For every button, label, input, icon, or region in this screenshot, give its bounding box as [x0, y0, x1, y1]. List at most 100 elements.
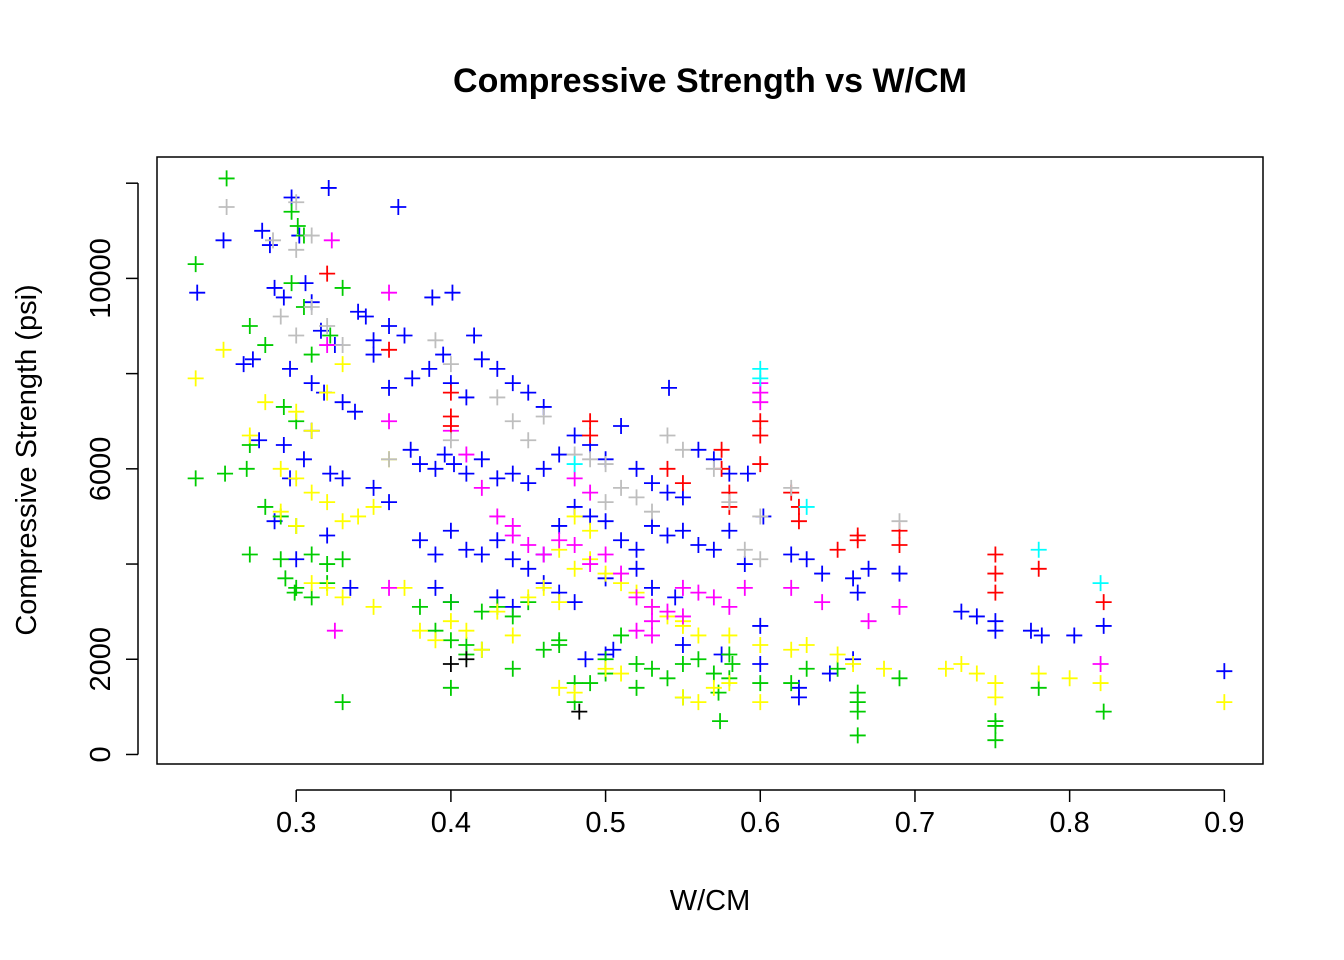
data-point: [628, 679, 645, 696]
data-point: [283, 203, 300, 220]
data-point: [582, 451, 599, 468]
data-point: [849, 703, 866, 720]
data-point: [288, 470, 305, 487]
data-point: [303, 422, 320, 439]
series-6: [566, 360, 1109, 592]
data-point: [381, 341, 398, 358]
data-point: [489, 360, 506, 377]
data-point: [365, 346, 382, 363]
data-point: [283, 275, 300, 292]
data-point: [798, 636, 815, 653]
data-point: [566, 470, 583, 487]
data-point: [752, 636, 769, 653]
data-point: [551, 532, 568, 549]
data-point: [849, 727, 866, 744]
data-point: [566, 684, 583, 701]
data-point: [798, 551, 815, 568]
data-point: [667, 589, 684, 606]
data-point: [504, 465, 521, 482]
data-point: [953, 656, 970, 673]
data-point: [739, 465, 756, 482]
data-point: [551, 679, 568, 696]
data-point: [721, 646, 738, 663]
data-point: [790, 513, 807, 530]
data-point: [445, 456, 462, 473]
x-tick-label: 0.7: [895, 807, 935, 839]
x-axis-label: W/CM: [670, 885, 751, 917]
x-tick-label: 0.3: [276, 807, 316, 839]
data-point: [613, 565, 630, 582]
data-point: [288, 194, 305, 211]
data-point: [396, 327, 413, 344]
data-point: [783, 479, 800, 496]
data-point: [1030, 541, 1047, 558]
data-point: [504, 375, 521, 392]
data-point: [381, 379, 398, 396]
data-point: [829, 646, 846, 663]
data-point: [322, 327, 339, 344]
x-tick-label: 0.8: [1049, 807, 1089, 839]
data-point: [674, 656, 691, 673]
data-point: [286, 584, 303, 601]
data-point: [829, 660, 846, 677]
data-point: [319, 337, 336, 354]
data-point: [643, 660, 660, 677]
data-point: [334, 470, 351, 487]
data-point: [891, 565, 908, 582]
data-point: [752, 694, 769, 711]
series-5: [218, 194, 908, 568]
data-point: [473, 641, 490, 658]
data-point: [659, 484, 676, 501]
data-point: [628, 489, 645, 506]
data-point: [272, 503, 289, 520]
x-tick-label: 0.9: [1204, 807, 1244, 839]
data-point: [987, 584, 1004, 601]
data-point: [845, 570, 862, 587]
data-point: [322, 465, 339, 482]
data-point: [381, 318, 398, 335]
y-tick-label: 2000: [85, 627, 117, 692]
data-point: [319, 579, 336, 596]
data-point: [582, 556, 599, 573]
data-point: [442, 356, 459, 373]
data-point: [597, 546, 614, 563]
data-point: [504, 551, 521, 568]
data-points: [187, 170, 1233, 749]
data-point: [365, 598, 382, 615]
data-point: [535, 460, 552, 477]
data-point: [381, 494, 398, 511]
data-point: [661, 379, 678, 396]
data-point: [218, 170, 235, 187]
data-point: [721, 598, 738, 615]
data-point: [987, 689, 1004, 706]
data-point: [987, 622, 1004, 639]
data-point: [613, 417, 630, 434]
data-point: [643, 475, 660, 492]
data-point: [489, 532, 506, 549]
data-point: [435, 346, 452, 363]
data-point: [628, 656, 645, 673]
data-point: [628, 460, 645, 477]
data-point: [597, 456, 614, 473]
data-point: [520, 384, 537, 401]
data-point: [458, 446, 475, 463]
data-point: [705, 665, 722, 682]
series-1: [187, 170, 1112, 749]
data-point: [365, 498, 382, 515]
data-point: [891, 670, 908, 687]
data-point: [891, 537, 908, 554]
data-point: [458, 465, 475, 482]
data-point: [458, 622, 475, 639]
data-point: [1092, 675, 1109, 692]
data-point: [690, 584, 707, 601]
data-point: [326, 622, 343, 639]
data-point: [473, 451, 490, 468]
data-point: [241, 546, 258, 563]
data-point: [350, 508, 367, 525]
data-point: [334, 589, 351, 606]
y-axis-label: Compressive Strength (psi): [11, 284, 43, 635]
data-point: [217, 465, 234, 482]
data-point: [705, 589, 722, 606]
data-point: [613, 627, 630, 644]
data-point: [752, 413, 769, 430]
